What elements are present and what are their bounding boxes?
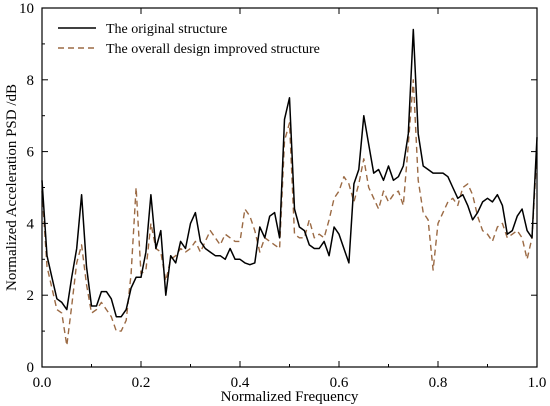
y-tick-labels: 0 2 4 6 8 10 — [19, 1, 35, 376]
y-tick-label: 0 — [27, 360, 35, 376]
legend: The original structure The overall design… — [58, 22, 320, 57]
legend-label-improved: The overall design improved structure — [106, 42, 320, 57]
y-tick-label: 10 — [19, 1, 34, 17]
y-axis-label: Normalized Acceleration PSD /dB — [4, 84, 20, 291]
x-tick-labels: 0.0 0.2 0.4 0.6 0.8 1.0 — [33, 375, 547, 391]
plot-frame — [41, 7, 538, 368]
series-improved-line — [41, 79, 538, 347]
x-tick-label: 0.2 — [132, 375, 151, 391]
x-tick-label: 0.4 — [231, 375, 250, 391]
x-tick-label: 0.8 — [429, 375, 448, 391]
plot-lines — [41, 28, 538, 347]
y-tick-label: 8 — [27, 73, 35, 89]
y-tick-label: 2 — [27, 288, 35, 304]
x-axis-label: Normalized Frequency — [221, 389, 359, 405]
y-tick-label: 4 — [27, 216, 35, 232]
axis-ticks — [41, 7, 538, 368]
series-original-line — [41, 28, 538, 318]
legend-label-original: The original structure — [106, 22, 227, 37]
x-tick-label: 0.6 — [330, 375, 349, 391]
y-tick-label: 6 — [27, 145, 35, 161]
x-tick-label: 1.0 — [528, 375, 547, 391]
x-tick-label: 0.0 — [33, 375, 52, 391]
